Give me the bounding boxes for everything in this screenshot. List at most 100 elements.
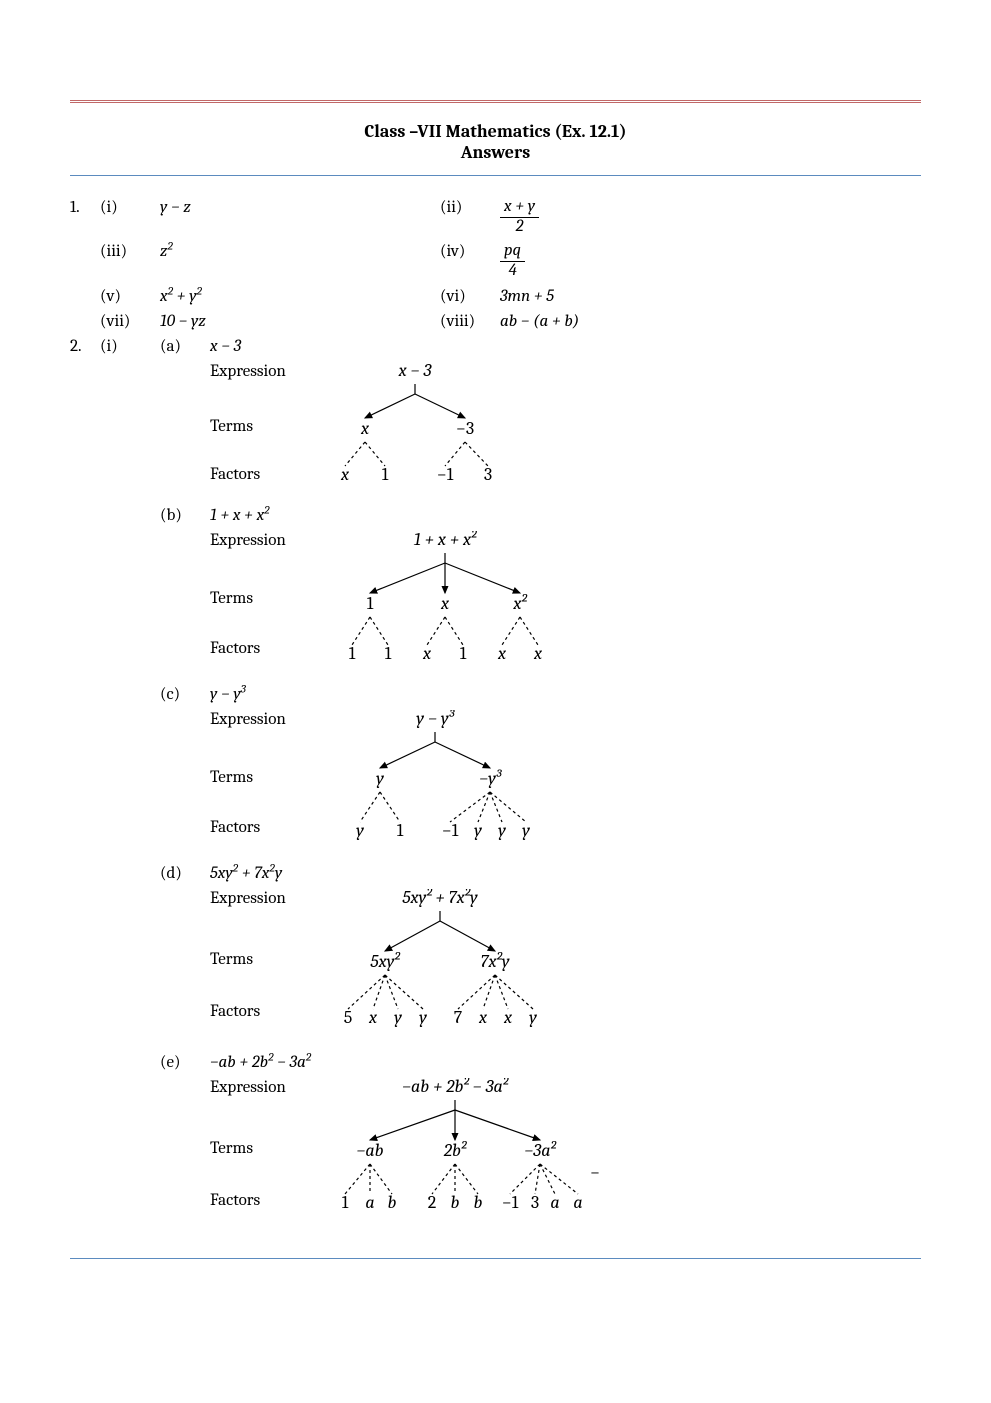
letter-label: (d) — [160, 864, 210, 883]
answer-row: 1.(i)y − z(ii)x + y2 — [70, 198, 921, 236]
svg-text:y: y — [394, 1007, 402, 1028]
svg-text:x − 3: x − 3 — [398, 362, 433, 381]
expression: x − 3 — [210, 337, 241, 356]
expression: z2 — [160, 242, 440, 261]
tree-diagram: y − y³y−y³y1−1yyy — [320, 710, 550, 850]
svg-text:1: 1 — [385, 643, 392, 664]
page-title: Class –VII Mathematics (Ex. 12.1) — [70, 121, 921, 142]
subpart-header: 2.(i)(a)x − 3 — [70, 337, 921, 356]
svg-text:x: x — [340, 464, 350, 485]
label-terms: Terms — [160, 950, 320, 969]
answer-row: (v)x2 + y2(vi)3mn + 5 — [70, 287, 921, 306]
subpart-header: (c)y − y3 — [70, 685, 921, 704]
svg-text:7x²y: 7x²y — [481, 951, 510, 972]
question-1: 1.(i)y − z(ii)x + y2(iii)z2(iv)pq4(v)x2 … — [70, 198, 921, 331]
label-factors: Factors — [160, 465, 320, 484]
svg-text:−3: −3 — [456, 418, 474, 439]
label-expression: Expression — [160, 889, 320, 908]
expression: 1 + x + x2 — [210, 506, 270, 525]
expression: −ab + 2b2 − 3a2 — [210, 1053, 311, 1072]
divider-bottom — [70, 1258, 921, 1259]
svg-text:x: x — [422, 643, 432, 664]
row-labels: ExpressionTermsFactors — [160, 531, 320, 658]
label-terms: Terms — [160, 768, 320, 787]
question-number: 1. — [70, 198, 100, 217]
letter-label: (e) — [160, 1053, 210, 1072]
part-label: (vi) — [440, 287, 500, 306]
label-terms: Terms — [160, 417, 320, 436]
part-label: (i) — [100, 198, 160, 217]
svg-text:5: 5 — [344, 1007, 353, 1028]
tree-diagram: −ab + 2b² − 3a²−ab2b²−3a²1ab2bb−13aa− — [320, 1078, 600, 1228]
letter-label: (c) — [160, 685, 210, 704]
page-subtitle: Answers — [70, 142, 921, 163]
svg-text:x: x — [533, 643, 543, 664]
svg-text:1: 1 — [397, 820, 404, 841]
svg-text:1: 1 — [382, 464, 389, 485]
svg-text:x²: x² — [512, 593, 527, 614]
content: 1.(i)y − z(ii)x + y2(iii)z2(iv)pq4(v)x2 … — [70, 198, 921, 1228]
diagram: y − y³y−y³y1−1yyy — [320, 710, 921, 850]
svg-text:−ab + 2b² − 3a²: −ab + 2b² − 3a² — [402, 1078, 509, 1097]
svg-text:−ab: −ab — [356, 1140, 383, 1161]
svg-text:y: y — [522, 820, 530, 841]
part-label: (ii) — [440, 198, 500, 217]
part-label: (v) — [100, 287, 160, 306]
subpart-body: ExpressionTermsFactors−ab + 2b² − 3a²−ab… — [160, 1078, 921, 1228]
svg-text:x: x — [497, 643, 507, 664]
svg-text:y: y — [474, 820, 482, 841]
subpart-body: ExpressionTermsFactors1 + x + x²1xx²11x1… — [160, 531, 921, 671]
svg-text:b: b — [474, 1192, 483, 1213]
expression: 3mn + 5 — [500, 287, 554, 306]
svg-text:3: 3 — [484, 464, 492, 485]
label-expression: Expression — [160, 362, 320, 381]
part-label: (vii) — [100, 312, 160, 331]
top-rule — [70, 100, 921, 103]
svg-text:−1: −1 — [437, 464, 454, 485]
question-2: 2.(i)(a)x − 3 Expression Terms Factors x − 3… — [70, 337, 921, 1228]
label-terms: Terms — [160, 1139, 320, 1158]
label-expression: Expression — [160, 710, 320, 729]
question-number: 2. — [70, 337, 100, 356]
svg-text:3: 3 — [531, 1192, 539, 1213]
expression: 5xy2 + 7x2y — [210, 864, 282, 883]
svg-text:1: 1 — [349, 643, 356, 664]
diagram: 1 + x + x²1xx²11x1xx — [320, 531, 921, 671]
letter-label: (a) — [160, 337, 210, 356]
svg-text:y: y — [498, 820, 506, 841]
svg-text:−: − — [590, 1162, 600, 1183]
divider-top — [70, 175, 921, 176]
svg-text:x: x — [368, 1007, 378, 1028]
svg-text:−3a²: −3a² — [524, 1140, 556, 1161]
expression: 10 − yz — [160, 312, 440, 331]
tree-diagram: 1 + x + x²1xx²11x1xx — [320, 531, 570, 671]
subpart-body: ExpressionTermsFactors5xy² + 7x²y5xy²7x²… — [160, 889, 921, 1039]
svg-text:−1: −1 — [442, 820, 459, 841]
svg-text:7: 7 — [454, 1007, 463, 1028]
svg-text:a: a — [550, 1192, 559, 1213]
subpart-header: (b)1 + x + x2 — [70, 506, 921, 525]
svg-text:1: 1 — [460, 643, 467, 664]
svg-text:2: 2 — [428, 1192, 437, 1213]
subpart-header: (d)5xy2 + 7x2y — [70, 864, 921, 883]
svg-text:a: a — [365, 1192, 374, 1213]
diagram: −ab + 2b² − 3a²−ab2b²−3a²1ab2bb−13aa− — [320, 1078, 921, 1228]
page: Class –VII Mathematics (Ex. 12.1) Answer… — [0, 0, 991, 1319]
tree-diagram: x − 3x−3x1−13 — [320, 362, 510, 492]
svg-text:a: a — [573, 1192, 582, 1213]
row-labels: Expression Terms Factors — [160, 362, 320, 484]
part-label: (viii) — [440, 312, 500, 331]
svg-text:2b²: 2b² — [443, 1140, 467, 1161]
svg-text:y: y — [356, 820, 364, 841]
expression: pq4 — [500, 242, 525, 280]
expression: y − z — [160, 198, 440, 217]
svg-text:1: 1 — [342, 1192, 349, 1213]
svg-text:x: x — [440, 593, 450, 614]
svg-text:1: 1 — [367, 593, 374, 614]
label-expression: Expression — [160, 531, 320, 550]
svg-text:y: y — [419, 1007, 427, 1028]
diagram: 5xy² + 7x²y5xy²7x²y5xyy7xxy — [320, 889, 921, 1039]
subpart-body: ExpressionTermsFactorsy − y³y−y³y1−1yyy — [160, 710, 921, 850]
answer-row: (vii)10 − yz(viii)ab − (a + b) — [70, 312, 921, 331]
svg-text:y: y — [376, 768, 384, 789]
